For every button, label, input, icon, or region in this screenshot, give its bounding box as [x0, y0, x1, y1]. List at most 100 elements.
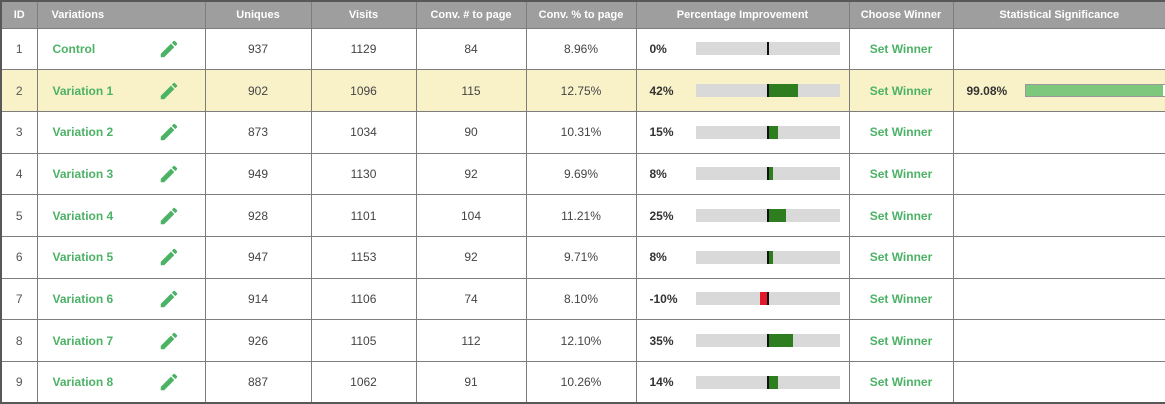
choose-winner-cell: Set Winner: [849, 70, 953, 112]
edit-pencil-icon[interactable]: [158, 330, 180, 352]
column-header-conv-pct: Conv. % to page: [526, 1, 636, 28]
conversion-rate-cell: 12.10%: [526, 320, 636, 362]
uniques-cell: 914: [205, 278, 311, 320]
choose-winner-cell: Set Winner: [849, 236, 953, 278]
choose-winner-cell: Set Winner: [849, 195, 953, 237]
row-id-cell: 3: [1, 111, 37, 153]
variation-name-link[interactable]: Variation 1: [53, 84, 114, 98]
improvement-zero-tick: [767, 42, 769, 55]
conversions-cell: 74: [416, 278, 526, 320]
set-winner-button[interactable]: Set Winner: [870, 84, 933, 98]
improvement-bar: [696, 251, 840, 264]
conversion-rate-cell: 8.10%: [526, 278, 636, 320]
improvement-bar: [696, 167, 840, 180]
column-header-variations: Variations: [37, 1, 205, 28]
improvement-cell: 25%: [636, 195, 849, 237]
conversion-rate-cell: 12.75%: [526, 70, 636, 112]
set-winner-button[interactable]: Set Winner: [870, 250, 933, 264]
table-row: 1 Control 937 1129 84 8.96% 0% Set Winne: [1, 28, 1165, 70]
table-row: 4 Variation 3 949 1130 92 9.69% 8% Set W: [1, 153, 1165, 195]
edit-pencil-icon[interactable]: [158, 121, 180, 143]
conversions-cell: 112: [416, 320, 526, 362]
row-id-cell: 1: [1, 28, 37, 70]
variation-name-link[interactable]: Variation 4: [53, 209, 114, 223]
edit-pencil-icon[interactable]: [158, 371, 180, 393]
variation-name-link[interactable]: Variation 6: [53, 292, 114, 306]
improvement-bar-fill: [768, 376, 778, 389]
variation-name-link[interactable]: Variation 8: [53, 375, 114, 389]
improvement-bar-fill: [768, 126, 779, 139]
significance-cell: [953, 28, 1165, 70]
significance-cell: [953, 362, 1165, 404]
conversions-cell: 104: [416, 195, 526, 237]
uniques-cell: 887: [205, 362, 311, 404]
edit-pencil-icon[interactable]: [158, 246, 180, 268]
edit-pencil-icon[interactable]: [158, 288, 180, 310]
improvement-zero-tick: [767, 84, 769, 97]
choose-winner-cell: Set Winner: [849, 278, 953, 320]
set-winner-button[interactable]: Set Winner: [870, 42, 933, 56]
improvement-bar: [696, 126, 840, 139]
significance-cell: [953, 153, 1165, 195]
edit-pencil-icon[interactable]: [158, 80, 180, 102]
visits-cell: 1106: [311, 278, 416, 320]
uniques-cell: 937: [205, 28, 311, 70]
improvement-value-label: 15%: [650, 125, 696, 139]
improvement-bar-fill: [768, 334, 793, 347]
improvement-bar: [696, 376, 840, 389]
improvement-value-label: 0%: [650, 42, 696, 56]
variation-cell: Variation 4: [37, 195, 205, 237]
set-winner-button[interactable]: Set Winner: [870, 209, 933, 223]
improvement-value-label: -10%: [650, 292, 696, 306]
improvement-zero-tick: [767, 334, 769, 347]
column-header-conv-num: Conv. # to page: [416, 1, 526, 28]
set-winner-button[interactable]: Set Winner: [870, 292, 933, 306]
set-winner-button[interactable]: Set Winner: [870, 334, 933, 348]
conversion-rate-cell: 9.69%: [526, 153, 636, 195]
variation-name-link[interactable]: Variation 3: [53, 167, 114, 181]
visits-cell: 1129: [311, 28, 416, 70]
row-id-cell: 9: [1, 362, 37, 404]
table-row: 3 Variation 2 873 1034 90 10.31% 15% Set: [1, 111, 1165, 153]
choose-winner-cell: Set Winner: [849, 320, 953, 362]
column-header-uniques: Uniques: [205, 1, 311, 28]
improvement-bar: [696, 209, 840, 222]
table-row: 8 Variation 7 926 1105 112 12.10% 35% Se: [1, 320, 1165, 362]
improvement-cell: 35%: [636, 320, 849, 362]
significance-cell: [953, 236, 1165, 278]
set-winner-button[interactable]: Set Winner: [870, 125, 933, 139]
edit-pencil-icon[interactable]: [158, 205, 180, 227]
choose-winner-cell: Set Winner: [849, 111, 953, 153]
conversions-cell: 84: [416, 28, 526, 70]
significance-cell: [953, 278, 1165, 320]
visits-cell: 1062: [311, 362, 416, 404]
improvement-zero-tick: [767, 209, 769, 222]
variation-name-link[interactable]: Control: [53, 42, 96, 56]
uniques-cell: 926: [205, 320, 311, 362]
significance-cell: [953, 195, 1165, 237]
row-id-cell: 8: [1, 320, 37, 362]
variation-name-link[interactable]: Variation 5: [53, 250, 114, 264]
set-winner-button[interactable]: Set Winner: [870, 375, 933, 389]
visits-cell: 1096: [311, 70, 416, 112]
uniques-cell: 902: [205, 70, 311, 112]
improvement-bar-fill: [768, 84, 798, 97]
table-row: 9 Variation 8 887 1062 91 10.26% 14% Set: [1, 362, 1165, 404]
table-header-row: ID Variations Uniques Visits Conv. # to …: [1, 1, 1165, 28]
edit-pencil-icon[interactable]: [158, 163, 180, 185]
set-winner-button[interactable]: Set Winner: [870, 167, 933, 181]
improvement-cell: -10%: [636, 278, 849, 320]
edit-pencil-icon[interactable]: [158, 38, 180, 60]
significance-cell: 99.08%: [953, 70, 1165, 112]
variation-name-link[interactable]: Variation 7: [53, 334, 114, 348]
visits-cell: 1105: [311, 320, 416, 362]
improvement-zero-tick: [767, 167, 769, 180]
improvement-cell: 8%: [636, 236, 849, 278]
improvement-value-label: 8%: [650, 167, 696, 181]
visits-cell: 1034: [311, 111, 416, 153]
improvement-cell: 0%: [636, 28, 849, 70]
improvement-value-label: 35%: [650, 334, 696, 348]
variation-name-link[interactable]: Variation 2: [53, 125, 114, 139]
